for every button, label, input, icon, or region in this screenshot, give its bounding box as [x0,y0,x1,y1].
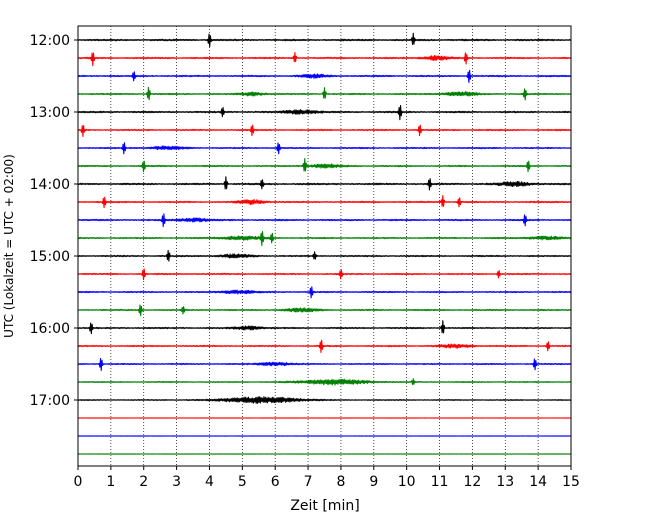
x-tick-label-14: 14 [529,474,547,490]
trace-1500 [77,249,572,262]
x-tick-label-0: 0 [74,474,83,490]
x-tick-label-6: 6 [271,474,280,490]
trace-1400 [77,176,572,191]
x-tick-label-7: 7 [304,474,313,490]
trace-1315 [77,124,572,137]
trace-1215 [77,52,572,67]
x-tick-label-4: 4 [205,474,214,490]
x-tick-label-5: 5 [238,474,247,490]
y-axis-label: UTC (Lokalzeit = UTC + 02:00) [2,154,16,338]
y-tick-label-3: 15:00 [30,249,70,265]
x-tick-label-11: 11 [431,474,449,490]
y-tick-label-5: 17:00 [30,393,70,409]
y-tick-label-4: 16:00 [30,321,70,337]
y-tick-label-1: 13:00 [30,105,70,121]
trace-1345 [77,158,572,173]
x-axis-ticks: 0 1 2 3 4 5 6 7 8 9 10 11 12 13 14 15 [74,466,580,490]
trace-1515 [77,268,572,281]
y-tick-label-0: 12:00 [30,33,70,49]
x-tick-label-9: 9 [369,474,378,490]
trace-1300 [77,105,572,121]
plot-frame [77,25,572,467]
trace-1700 [77,396,572,404]
trace-1630 [77,357,572,371]
vertical-gridlines [110,26,539,466]
trace-1230 [77,69,572,84]
x-tick-label-3: 3 [172,474,181,490]
x-tick-label-1: 1 [106,474,115,490]
x-tick-label-8: 8 [336,474,345,490]
trace-1545 [77,304,572,317]
trace-1415 [77,195,572,209]
y-axis-ticks: 12:00 13:00 14:00 15:00 16:00 17:00 [30,33,78,409]
x-tick-label-15: 15 [562,474,580,490]
x-tick-label-2: 2 [139,474,148,490]
trace-1245 [77,86,572,101]
trace-1445 [77,231,572,246]
trace-1615 [77,339,572,353]
trace-1645 [77,378,572,386]
trace-1330 [77,142,572,155]
x-tick-label-12: 12 [463,474,481,490]
x-tick-label-10: 10 [398,474,416,490]
trace-1430 [77,213,572,228]
trace-1600 [77,320,572,335]
trace-1200 [77,32,572,48]
x-tick-label-13: 13 [496,474,514,490]
trace-1530 [77,286,572,299]
x-axis-label: Zeit [min] [290,498,359,514]
y-tick-label-2: 14:00 [30,177,70,193]
seismic-traces [77,32,572,455]
